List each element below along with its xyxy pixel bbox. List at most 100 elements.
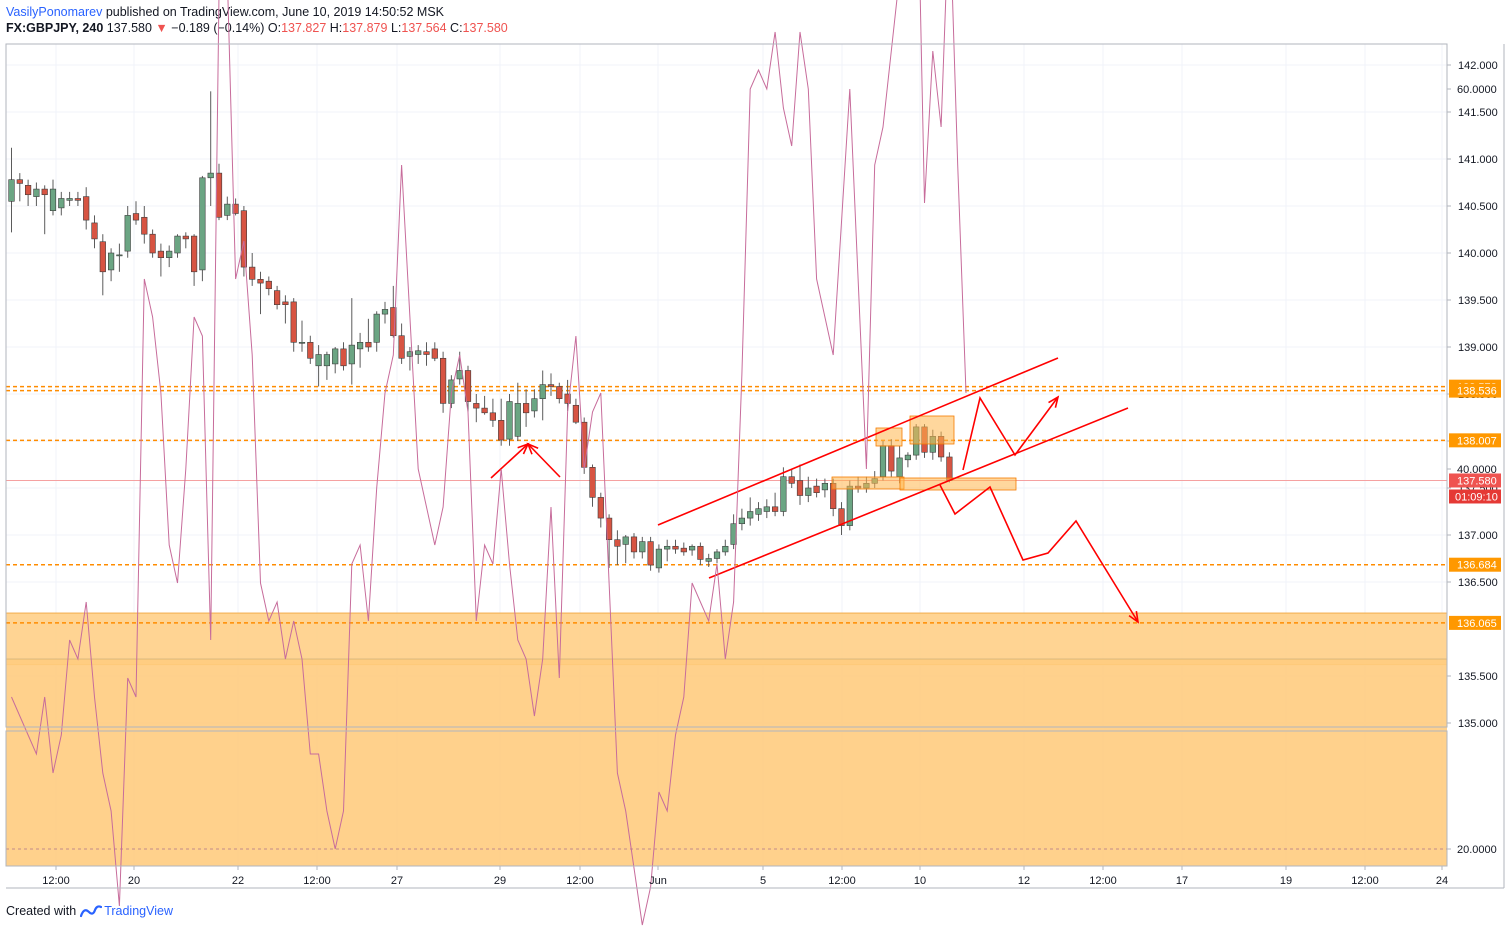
candle [290,298,297,352]
candle [265,276,272,296]
rsi-lower-zone [6,659,1447,866]
candle [273,285,281,310]
publish-line: VasilyPonomarev published on TradingView… [6,4,508,20]
candle [805,476,812,503]
candle-body [556,386,563,400]
candle-body [249,266,256,280]
candle-body [91,222,98,240]
candle [191,234,198,286]
candle [431,342,438,362]
candles [8,91,953,573]
candle-body [240,210,248,268]
candle-body [124,215,131,252]
candle [307,335,314,364]
candle [373,311,380,352]
candle-body [182,235,189,240]
candle-body [473,403,480,409]
channel-upper-line [657,357,1059,526]
symbol-label[interactable]: FX:GBPJPY, 240 [6,21,104,35]
candle [166,245,173,268]
candle [614,530,621,566]
candle [647,536,654,571]
rsi-line [11,0,967,926]
price-axis[interactable]: 135.000135.500136.500137.000137.500138.0… [1447,60,1501,730]
candle-body [132,213,140,221]
candle-body [83,196,90,221]
candle-body [747,511,754,519]
candle-body [49,188,57,212]
candle-body [224,203,231,216]
candle [771,492,779,517]
candle-body [813,485,820,493]
level-price-text: 136.684 [1457,560,1497,572]
y-tick-label: 139.500 [1458,295,1498,307]
y-tick-label: 141.000 [1458,154,1498,166]
y-tick-label: 142.000 [1458,60,1498,72]
candle-body [630,536,638,553]
candle [83,187,90,230]
x-tick-label: 12:00 [1089,875,1117,887]
time-axis[interactable]: 12:00 20 22 12:00 27 29 12:00 Jun 5 12:00 10 12 12:0… [42,866,1448,887]
candle-body [16,179,23,184]
candle [747,497,754,526]
candle [904,452,911,468]
candle [556,382,563,404]
candle-body [522,403,530,414]
highlight-box [899,477,1017,491]
candle-body [614,539,621,547]
x-tick-label: 17 [1176,875,1188,887]
author-link[interactable]: VasilyPonomarev [6,5,103,19]
candle-body [431,348,438,359]
candle-body [464,370,472,402]
chart-header: VasilyPonomarev published on TradingView… [6,4,508,36]
candle [821,478,828,498]
candle [390,285,397,338]
level-price-text: 136.065 [1457,618,1497,630]
candle [664,539,671,562]
candle-body [373,313,380,343]
candle [464,365,472,413]
x-tick-label: 10 [914,875,926,887]
candle-body [564,393,571,404]
current-price-text: 137.580 [1457,475,1497,487]
candle-body [290,301,297,343]
candle [398,323,405,364]
candle-body [796,480,804,496]
candle-body [481,407,488,414]
candle-body [24,185,32,196]
candle [282,295,289,324]
candle-body [365,341,372,348]
candle [838,502,845,535]
candle-body [141,216,148,235]
candle [531,389,538,418]
candle-body [771,506,779,512]
candle [639,536,646,559]
candle-body [199,177,206,271]
candle-body [207,172,214,179]
x-tick-label: 24 [1436,875,1448,887]
candle-body [888,445,895,472]
candle-body [265,280,272,290]
candle-body [896,457,903,478]
candle [680,542,687,556]
candle [423,342,430,366]
candle [381,301,389,324]
candle-body [191,235,198,273]
candle-body [489,412,497,421]
candle [149,229,156,258]
tradingview-brand[interactable]: TradingView [104,904,173,918]
candle-body [332,348,339,365]
x-tick-label: 20 [128,875,140,887]
candle-body [639,541,646,553]
candle [249,253,256,286]
candle-body [697,545,704,560]
x-tick-label: 12:00 [828,875,856,887]
candle [564,379,571,411]
candle-body [99,241,106,273]
rsi-pane [6,0,1447,926]
price-change: −0.189 (−0.14%) [171,21,265,35]
candle-body [315,354,322,367]
candle [755,502,762,521]
